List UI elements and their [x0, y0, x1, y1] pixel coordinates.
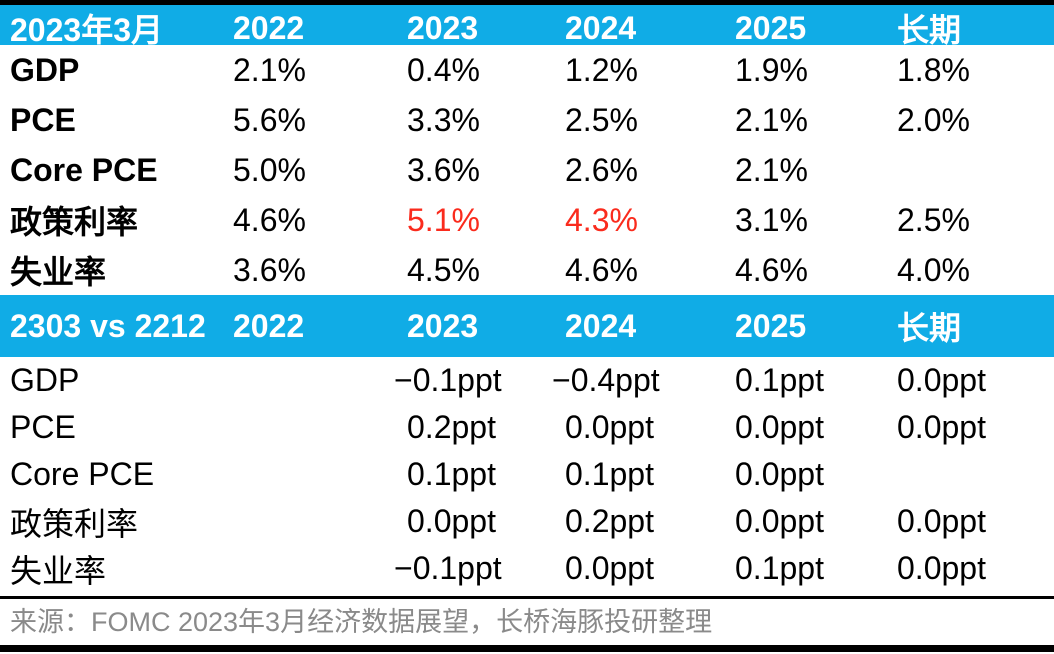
cell-gdp-delta-2024: −0.4ppt: [552, 362, 660, 398]
top-border-rule: [0, 0, 1054, 5]
cell-core-pce-2023: 3.6%: [407, 151, 480, 188]
table2-title: 2303 vs 2212: [10, 307, 206, 344]
row-label: 失业率: [10, 254, 107, 290]
row-label: Core PCE: [10, 456, 155, 492]
cell-gdp-2022: 2.1%: [233, 51, 306, 88]
table1-row-policy-rate: 政策利率 4.6% 5.1% 4.3% 3.1% 2.5%: [0, 195, 1054, 245]
table1-column-header-2024: 2024: [565, 9, 637, 46]
cell-unemployment-2022: 3.6%: [233, 251, 306, 288]
table1-column-header-2025: 2025: [735, 9, 807, 46]
cell-pce-delta-longterm: 0.0ppt: [897, 409, 986, 445]
row-label: Core PCE: [10, 151, 158, 188]
table2-row-unemployment: 失业率 −0.1ppt 0.0ppt 0.1ppt 0.0ppt: [0, 545, 1054, 592]
cell-policy-rate-longterm: 2.5%: [897, 201, 970, 238]
cell-policy-rate-2023-highlighted: 5.1%: [407, 201, 480, 238]
source-attribution-text: 来源：FOMC 2023年3月经济数据展望，长桥海豚投研整理: [10, 607, 713, 637]
cell-core-pce-2022: 5.0%: [233, 151, 306, 188]
cell-pce-longterm: 2.0%: [897, 101, 970, 138]
cell-unemployment-2023: 4.5%: [407, 251, 480, 288]
table1-body: GDP 2.1% 0.4% 1.2% 1.9% 1.8% PCE 5.6% 3.…: [0, 45, 1054, 295]
cell-policy-rate-delta-2024: 0.2ppt: [565, 503, 654, 539]
cell-gdp-2024: 1.2%: [565, 51, 638, 88]
table1-row-gdp: GDP 2.1% 0.4% 1.2% 1.9% 1.8%: [0, 45, 1054, 95]
table1-row-pce: PCE 5.6% 3.3% 2.5% 2.1% 2.0%: [0, 95, 1054, 145]
cell-core-pce-delta-2024: 0.1ppt: [565, 456, 654, 492]
table2-column-header-2023: 2023: [407, 307, 479, 344]
footer: 来源：FOMC 2023年3月经济数据展望，长桥海豚投研整理: [0, 599, 1054, 645]
footer-divider-rule: [0, 596, 1054, 599]
table2-body: GDP −0.1ppt −0.4ppt 0.1ppt 0.0ppt PCE 0.…: [0, 357, 1054, 592]
cell-unemployment-delta-2025: 0.1ppt: [735, 550, 824, 586]
table2-column-header-2024: 2024: [565, 307, 637, 344]
cell-unemployment-longterm: 4.0%: [897, 251, 970, 288]
cell-pce-delta-2025: 0.0ppt: [735, 409, 824, 445]
cell-gdp-delta-2025: 0.1ppt: [735, 362, 824, 398]
table1-column-header-2022: 2022: [233, 9, 305, 46]
cell-gdp-2023: 0.4%: [407, 51, 480, 88]
cell-core-pce-delta-2023: 0.1ppt: [407, 456, 496, 492]
cell-pce-2024: 2.5%: [565, 101, 638, 138]
table1-row-unemployment: 失业率 3.6% 4.5% 4.6% 4.6% 4.0%: [0, 245, 1054, 295]
table2-column-header-2025: 2025: [735, 307, 807, 344]
cell-gdp-delta-2023: −0.1ppt: [394, 362, 502, 398]
table1-row-core-pce: Core PCE 5.0% 3.6% 2.6% 2.1%: [0, 145, 1054, 195]
cell-unemployment-delta-2023: −0.1ppt: [394, 550, 502, 586]
cell-policy-rate-2022: 4.6%: [233, 201, 306, 238]
cell-policy-rate-delta-longterm: 0.0ppt: [897, 503, 986, 539]
row-label: GDP: [10, 362, 80, 398]
row-label: PCE: [10, 101, 76, 138]
cell-policy-rate-2025: 3.1%: [735, 201, 808, 238]
cell-policy-rate-delta-2023: 0.0ppt: [407, 503, 496, 539]
cell-gdp-delta-longterm: 0.0ppt: [897, 362, 986, 398]
table2-row-policy-rate: 政策利率 0.0ppt 0.2ppt 0.0ppt 0.0ppt: [0, 498, 1054, 545]
row-label: 政策利率: [10, 505, 139, 542]
cell-unemployment-delta-longterm: 0.0ppt: [897, 550, 986, 586]
row-label: GDP: [10, 51, 80, 88]
table2-column-header-2022: 2022: [233, 307, 305, 344]
cell-gdp-2025: 1.9%: [735, 51, 808, 88]
table2-column-header-longterm: 长期: [897, 310, 962, 346]
cell-core-pce-2025: 2.1%: [735, 151, 808, 188]
row-label: 失业率: [10, 552, 107, 589]
table2-row-core-pce: Core PCE 0.1ppt 0.1ppt 0.0ppt: [0, 451, 1054, 498]
row-label: 政策利率: [10, 204, 139, 240]
table1-header-row: 2023年3月 2022 2023 2024 2025 长期: [0, 5, 1054, 48]
table1-title: 2023年3月: [10, 12, 163, 48]
cell-gdp-longterm: 1.8%: [897, 51, 970, 88]
cell-pce-delta-2023: 0.2ppt: [407, 409, 496, 445]
table1-column-header-2023: 2023: [407, 9, 479, 46]
cell-pce-delta-2024: 0.0ppt: [565, 409, 654, 445]
row-label: PCE: [10, 409, 76, 445]
cell-pce-2022: 5.6%: [233, 101, 306, 138]
table2-header-row: 2303 vs 2212 2022 2023 2024 2025 长期: [0, 295, 1054, 357]
cell-core-pce-2024: 2.6%: [565, 151, 638, 188]
bottom-border-rule: [0, 645, 1054, 652]
cell-core-pce-delta-2025: 0.0ppt: [735, 456, 824, 492]
cell-pce-2023: 3.3%: [407, 101, 480, 138]
table1-column-header-longterm: 长期: [897, 12, 962, 48]
cell-policy-rate-2024-highlighted: 4.3%: [565, 201, 638, 238]
cell-pce-2025: 2.1%: [735, 101, 808, 138]
cell-policy-rate-delta-2025: 0.0ppt: [735, 503, 824, 539]
table2-row-pce: PCE 0.2ppt 0.0ppt 0.0ppt 0.0ppt: [0, 404, 1054, 451]
cell-unemployment-delta-2024: 0.0ppt: [565, 550, 654, 586]
cell-unemployment-2025: 4.6%: [735, 251, 808, 288]
table2-row-gdp: GDP −0.1ppt −0.4ppt 0.1ppt 0.0ppt: [0, 357, 1054, 404]
cell-unemployment-2024: 4.6%: [565, 251, 638, 288]
